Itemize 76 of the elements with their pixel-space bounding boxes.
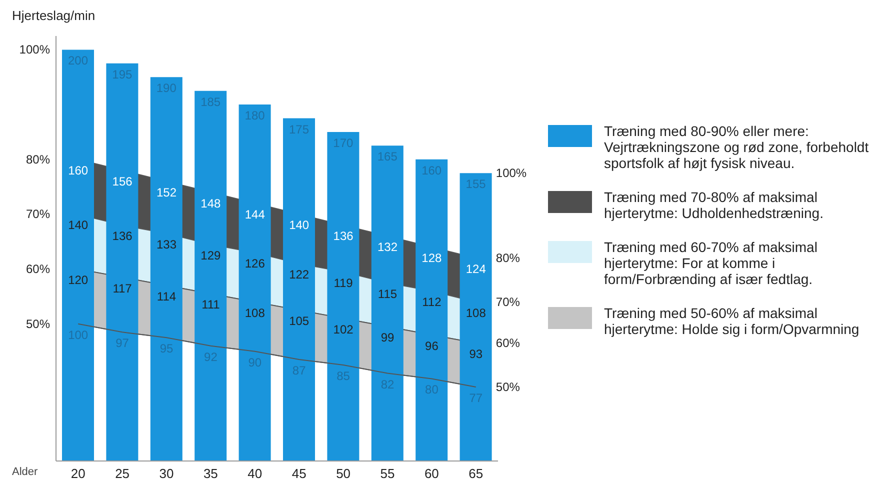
data-label: 115 <box>378 286 398 301</box>
data-label: 124 <box>466 262 486 276</box>
data-label: 160 <box>68 163 88 178</box>
annotation: 70% <box>496 294 520 309</box>
legend-label: Træning med 70-80% af maksimal hjerterytme: Udholdenhedstræning. <box>604 189 824 221</box>
y-axis-title: Hjerteslag/min <box>12 8 96 23</box>
data-label: 111 <box>202 298 220 312</box>
data-label: 170 <box>333 136 354 150</box>
data-label: 82 <box>380 377 394 392</box>
data-label: 132 <box>377 240 398 254</box>
x-tick-label: 50 <box>336 466 351 482</box>
data-label: 185 <box>200 94 221 109</box>
data-label: 114 <box>156 290 176 304</box>
data-label: 133 <box>156 237 177 252</box>
x-tick-label: 25 <box>115 466 130 482</box>
data-label: 152 <box>156 185 177 200</box>
data-label: 155 <box>466 177 486 192</box>
data-label: 156 <box>112 174 133 188</box>
x-axis-title: Alder <box>12 466 38 478</box>
data-label: 97 <box>116 336 130 350</box>
data-label: 180 <box>244 108 266 123</box>
data-label: 140 <box>68 218 88 232</box>
data-label: 136 <box>112 229 133 244</box>
data-label: 108 <box>244 306 266 320</box>
x-tick-label: 45 <box>292 466 306 482</box>
legend-label: Træning med 60-70% af maksimal hjerterytme: For at komme i form/Forbrænding af især fedtlag. <box>604 239 818 287</box>
data-label: 77 <box>469 390 483 405</box>
data-label: 93 <box>469 347 483 362</box>
data-label: 122 <box>289 268 310 282</box>
data-label: 120 <box>68 273 88 288</box>
data-label: 195 <box>112 67 133 82</box>
x-tick-label: 40 <box>248 466 262 482</box>
data-label: 165 <box>377 150 398 164</box>
x-tick-label: 60 <box>424 466 439 482</box>
annotation: 50% <box>496 380 520 394</box>
data-label: 87 <box>292 364 306 378</box>
annotation: 70% <box>26 207 50 222</box>
data-label: 108 <box>466 306 486 320</box>
data-label: 119 <box>334 276 354 290</box>
annotation: 80% <box>26 152 50 166</box>
data-label: 140 <box>289 218 310 232</box>
x-tick-label: 55 <box>380 466 395 482</box>
annotation: 60% <box>26 262 50 276</box>
data-label: 144 <box>244 207 266 222</box>
data-label: 200 <box>68 54 88 68</box>
data-label: 129 <box>200 248 222 262</box>
data-label: 160 <box>422 163 442 178</box>
data-label: 105 <box>289 314 310 328</box>
x-tick-label: 30 <box>159 466 174 482</box>
data-label: 126 <box>244 256 266 271</box>
data-label: 128 <box>422 251 442 266</box>
annotation: 80% <box>496 251 520 266</box>
legend-label: Træning med 80-90% eller mere: Vejrtrækningszone og rød zone, forbeholdt sportsfolk af højt fysisk niveau. <box>604 123 870 171</box>
annotation: 60% <box>496 336 520 350</box>
data-label: 148 <box>200 196 222 210</box>
data-label: 96 <box>425 338 439 353</box>
data-label: 95 <box>160 342 174 356</box>
data-label: 136 <box>333 229 354 244</box>
data-label: 112 <box>422 295 442 309</box>
data-label: 99 <box>380 330 394 345</box>
annotation: 100% <box>19 42 50 57</box>
x-tick-label: 20 <box>70 466 86 482</box>
data-label: 90 <box>248 355 262 370</box>
data-label: 102 <box>333 322 354 336</box>
data-label: 100 <box>68 328 88 342</box>
data-label: 190 <box>156 81 177 96</box>
data-label: 92 <box>204 350 218 364</box>
data-label: 85 <box>336 369 350 384</box>
data-label: 117 <box>112 281 132 296</box>
x-tick-label: 35 <box>203 466 218 482</box>
x-tick-label: 65 <box>468 466 484 482</box>
data-label: 80 <box>425 382 439 397</box>
annotation: 50% <box>26 316 50 331</box>
legend-label: Træning med 50-60% af maksimal hjerterytme: Holde sig i form/Opvarmning <box>604 305 860 337</box>
annotation: 100% <box>496 166 527 180</box>
data-label: 175 <box>288 122 310 136</box>
